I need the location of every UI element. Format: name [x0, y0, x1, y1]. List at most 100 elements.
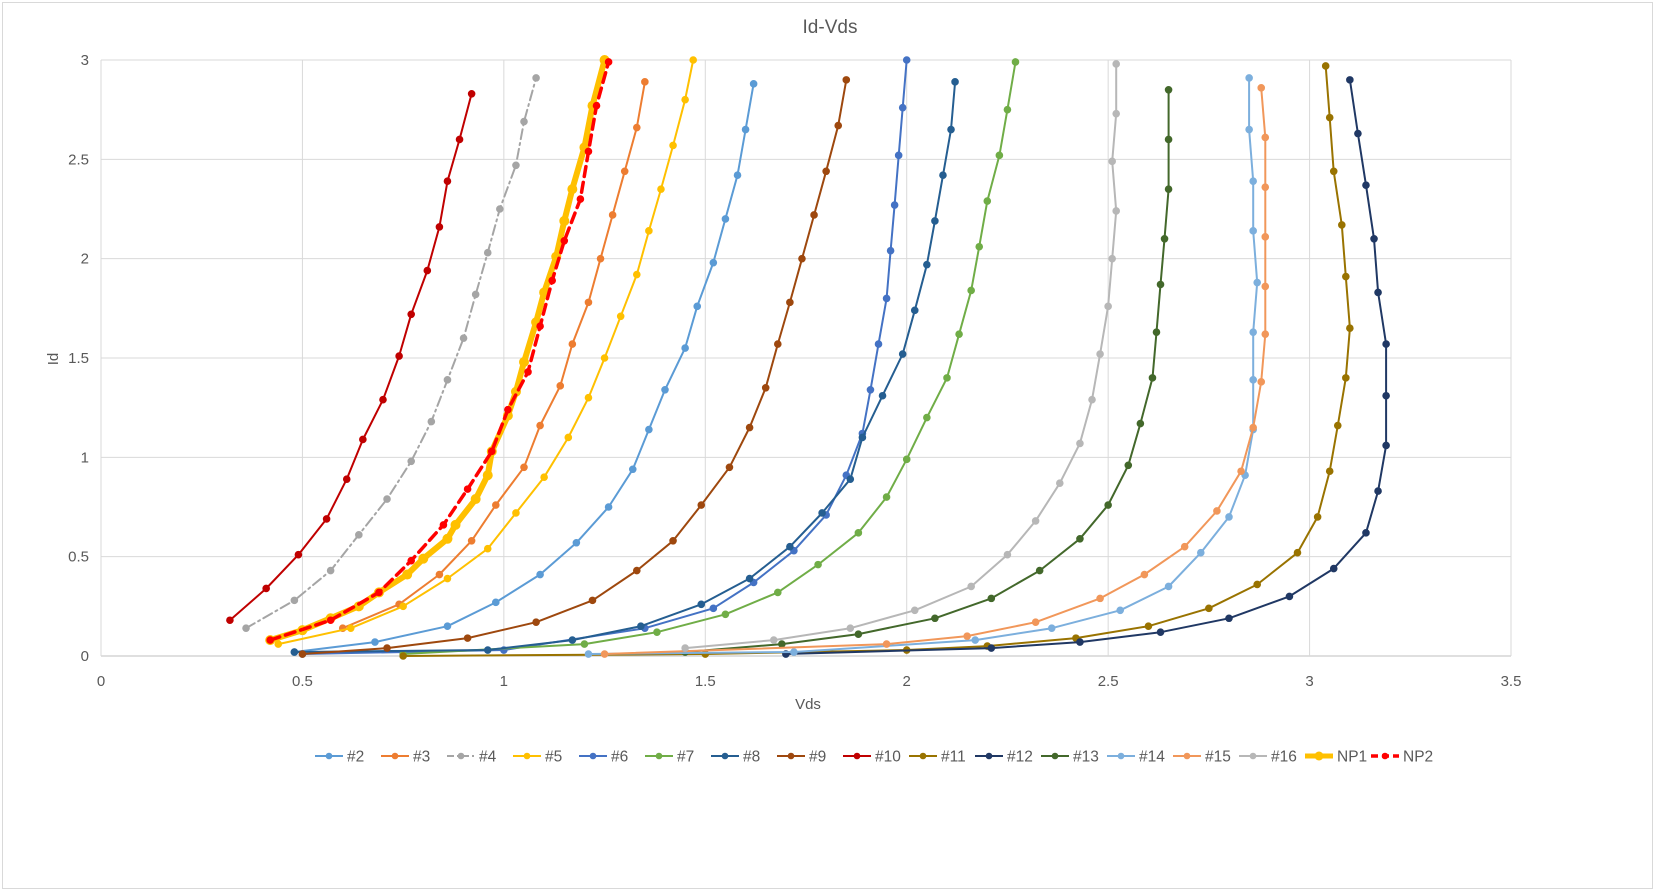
series-line — [301, 78, 848, 655]
series-line — [341, 80, 646, 630]
data-point — [894, 151, 903, 160]
series-line — [245, 76, 538, 630]
legend-label: #8 — [743, 749, 760, 766]
data-point — [898, 103, 907, 112]
data-point — [693, 302, 702, 311]
data-point — [483, 544, 492, 553]
data-point — [519, 356, 529, 367]
data-point — [1362, 529, 1370, 537]
data-point — [745, 574, 754, 583]
legend-item: NP2 — [1371, 749, 1433, 766]
data-point — [1116, 606, 1125, 615]
data-point — [383, 495, 391, 503]
y-tick-label: 2 — [81, 251, 89, 268]
series-12 — [782, 76, 1390, 658]
data-point — [854, 529, 863, 537]
data-point — [633, 270, 641, 279]
legend-label: #12 — [1007, 749, 1033, 766]
data-point — [383, 644, 391, 652]
data-point — [882, 493, 891, 501]
data-point — [604, 503, 613, 511]
x-tick-label: 1.5 — [695, 673, 716, 690]
legend-label: #5 — [545, 749, 562, 766]
legend-marker — [1249, 752, 1257, 760]
legend-item: #11 — [909, 749, 966, 766]
data-point — [846, 624, 855, 632]
y-tick-label: 3 — [81, 52, 89, 69]
data-point — [1253, 580, 1261, 589]
legend-marker — [589, 752, 597, 760]
data-point — [882, 294, 891, 303]
data-point — [1225, 513, 1233, 521]
series-5 — [274, 56, 698, 648]
data-point — [810, 211, 818, 219]
axes: 0 0.5 1 1.5 2 2.5 3 0 0.5 1 1.5 2 2.5 3 3.5 — [68, 52, 1521, 690]
legend-label: #9 — [809, 749, 826, 766]
x-axis-label: Vds — [795, 696, 821, 713]
series-line — [684, 88, 1170, 653]
data-point — [548, 276, 557, 285]
data-point — [407, 310, 416, 319]
data-point — [822, 167, 830, 176]
legend-item: #9 — [777, 749, 826, 766]
data-point — [567, 184, 578, 195]
series-11 — [399, 62, 1354, 660]
data-point — [1329, 167, 1338, 176]
data-point — [1156, 280, 1165, 289]
data-point — [995, 151, 1004, 160]
chart-svg: Id-Vds 0 0.5 1 1.5 2 2.5 3 0 0.5 1 1.5 2 2.5 3 3.5 Vds… — [45, 17, 1521, 766]
data-point — [633, 566, 641, 575]
data-point — [874, 340, 883, 348]
plot-area — [226, 55, 1390, 660]
data-point — [482, 470, 493, 481]
data-point — [442, 533, 453, 544]
y-tick-label: 2.5 — [68, 151, 89, 168]
data-point — [1035, 566, 1044, 575]
data-point — [987, 594, 996, 603]
legend-item: #12 — [975, 749, 1033, 766]
data-point — [645, 425, 653, 434]
data-point — [443, 622, 452, 631]
data-point — [1213, 507, 1221, 515]
data-point — [854, 630, 863, 638]
data-point — [1108, 254, 1116, 263]
data-point — [423, 266, 432, 275]
data-point — [1253, 278, 1261, 287]
data-point — [709, 258, 718, 267]
data-point — [1136, 419, 1145, 428]
data-point — [536, 421, 544, 430]
data-point — [963, 632, 971, 640]
data-point — [540, 473, 548, 482]
data-point — [584, 650, 593, 658]
data-point — [262, 584, 270, 593]
y-tick-label: 1 — [81, 449, 89, 466]
data-point — [532, 74, 540, 82]
data-point — [842, 76, 851, 84]
data-point — [1313, 513, 1322, 521]
data-point — [274, 640, 283, 648]
data-point — [443, 376, 452, 384]
data-point — [761, 384, 770, 392]
legend-label: #3 — [413, 749, 430, 766]
legend-label: #14 — [1139, 749, 1165, 766]
data-point — [1249, 423, 1257, 432]
y-axis-label: Id — [45, 353, 62, 366]
data-point — [971, 636, 980, 644]
legend-label: #15 — [1205, 749, 1231, 766]
data-point — [681, 644, 689, 652]
gridlines — [100, 59, 1512, 657]
data-point — [697, 600, 706, 609]
legend-marker — [655, 752, 663, 760]
data-point — [1164, 582, 1173, 591]
data-point — [600, 354, 609, 362]
data-point — [596, 254, 605, 263]
data-point — [1245, 74, 1253, 82]
data-point — [375, 588, 383, 597]
legend-label: #7 — [677, 749, 694, 766]
series-7 — [399, 58, 1020, 658]
legend-label: #2 — [347, 749, 364, 766]
data-point — [1346, 76, 1354, 84]
data-point — [902, 56, 911, 64]
data-point — [1096, 594, 1104, 603]
data-point — [1237, 467, 1245, 476]
